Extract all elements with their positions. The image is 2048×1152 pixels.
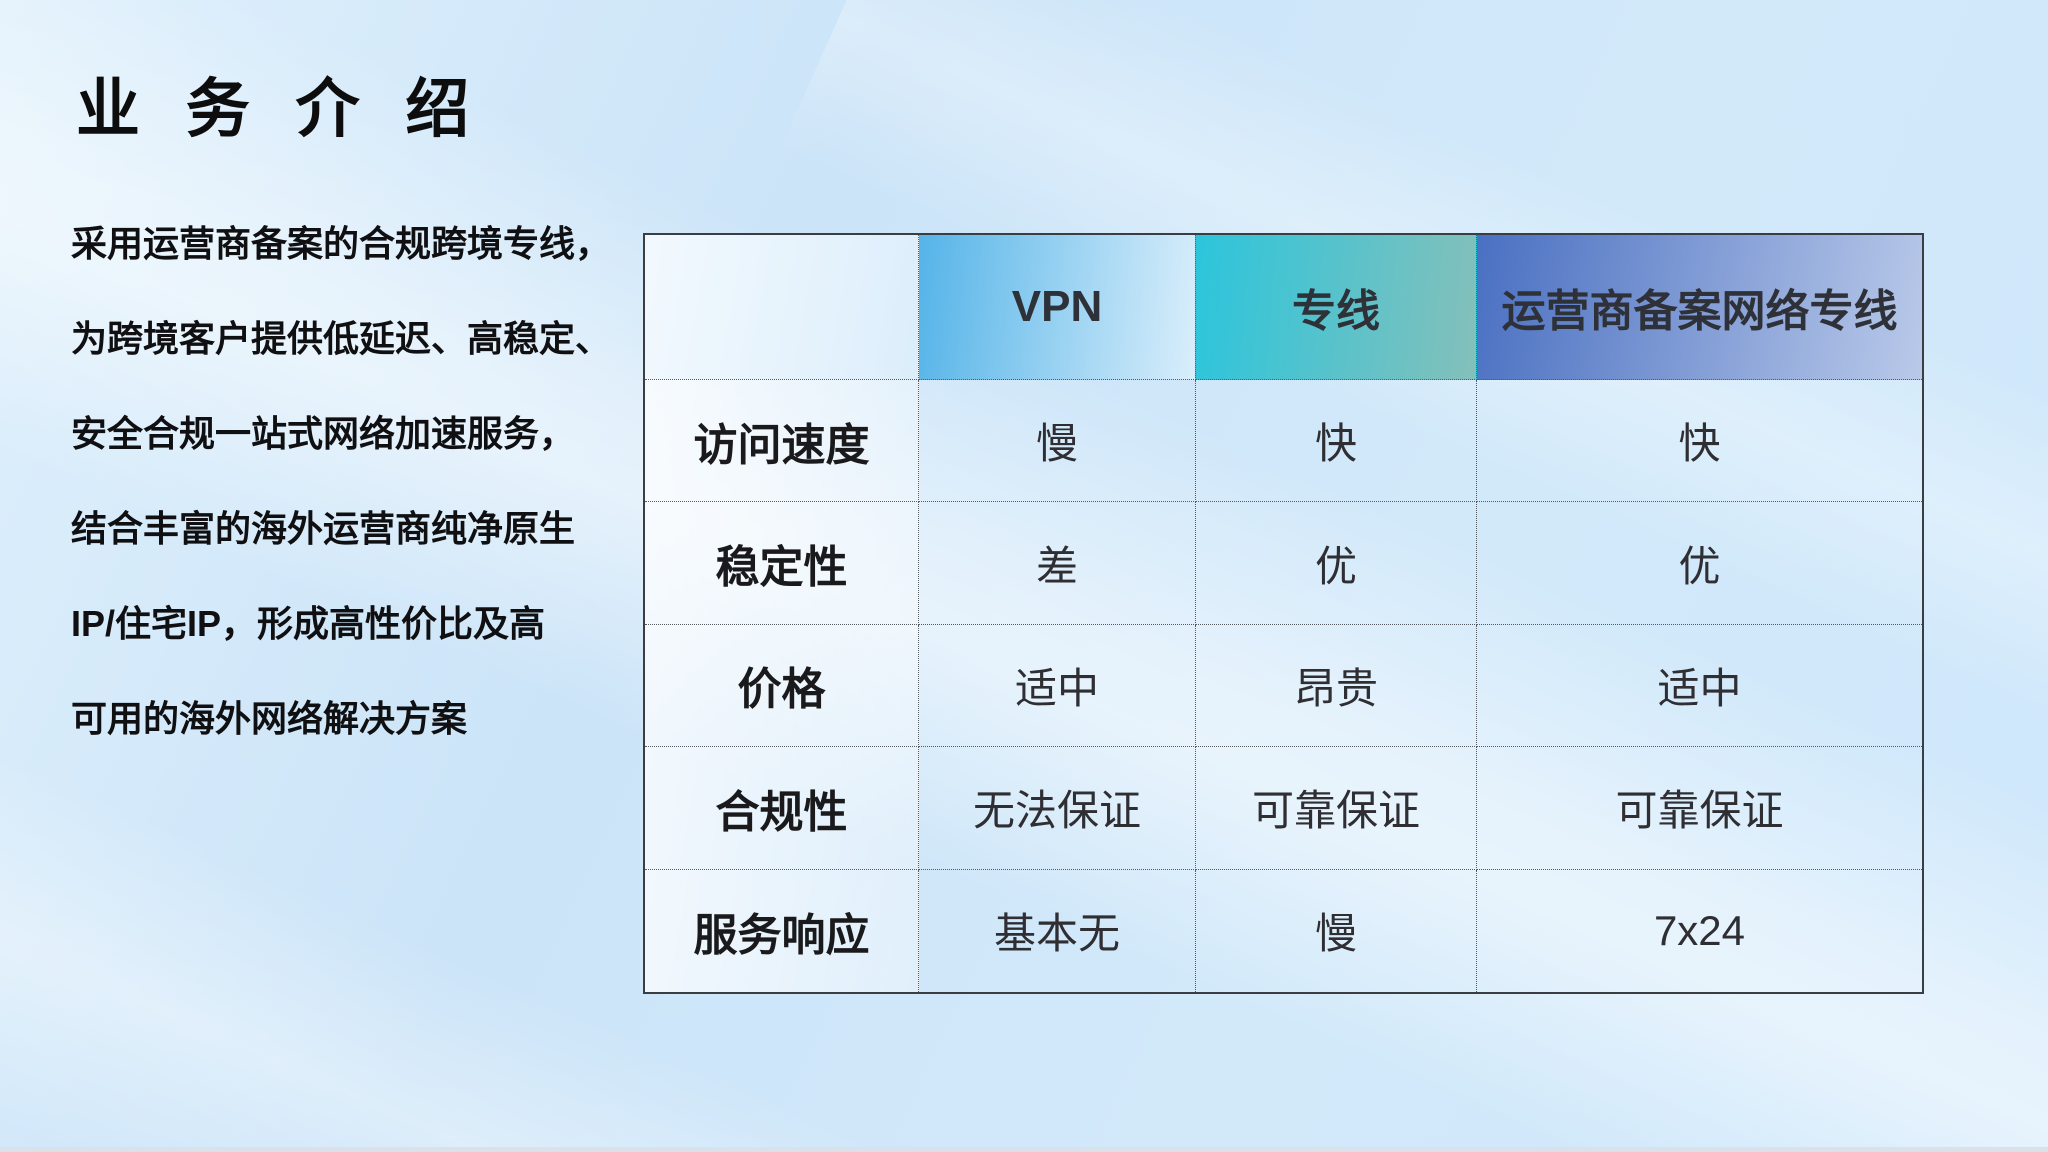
intro-line: 采用运营商备案的合规跨境专线， <box>71 223 612 264</box>
column-header-carrier-registered-line: 运营商备案网络专线 <box>1477 235 1922 380</box>
cell-value: 可靠保证 <box>1477 747 1922 870</box>
cell-value: 差 <box>919 502 1196 625</box>
intro-line: IP/住宅IP，形成高性价比及高 <box>71 603 546 644</box>
intro-line: 安全合规一站式网络加速服务， <box>71 413 576 454</box>
cell-value: 可靠保证 <box>1196 747 1477 870</box>
intro-paragraph: 采用运营商备案的合规跨境专线， 为跨境客户提供低延迟、高稳定、 安全合规一站式网… <box>71 196 691 766</box>
row-label: 稳定性 <box>645 502 919 625</box>
cell-value: 无法保证 <box>919 747 1196 870</box>
cell-value: 适中 <box>919 624 1196 748</box>
row-label: 价格 <box>645 624 919 748</box>
cell-value: 昂贵 <box>1196 624 1477 748</box>
cell-value: 优 <box>1477 502 1922 625</box>
row-label: 服务响应 <box>645 869 919 992</box>
cell-value: 快 <box>1196 380 1477 503</box>
cell-value: 7x24 <box>1653 906 1746 954</box>
cell-value: 慢 <box>919 380 1196 503</box>
column-header-empty <box>645 235 919 380</box>
cell-value: 基本无 <box>919 869 1196 992</box>
slide-bottom-edge <box>0 1147 2048 1152</box>
page-title: 业 务 介 绍 <box>76 73 484 145</box>
row-label: 合规性 <box>645 747 919 870</box>
intro-line: 可用的海外网络解决方案 <box>71 698 468 739</box>
column-header-vpn: VPN <box>919 235 1196 380</box>
cell-value: 优 <box>1196 502 1477 625</box>
cell-value: 慢 <box>1196 869 1477 992</box>
cell-value: 适中 <box>1477 625 1922 748</box>
row-label: 访问速度 <box>645 380 919 503</box>
column-header-dedicated-line: 专线 <box>1196 235 1477 380</box>
intro-line: 为跨境客户提供低延迟、高稳定、 <box>71 318 612 359</box>
intro-line: 结合丰富的海外运营商纯净原生 <box>71 508 576 549</box>
comparison-table: VPN 专线 运营商备案网络专线 访问速度 慢 快 快 稳定性 差 优 优 价格… <box>643 233 1924 994</box>
cell-value: 快 <box>1477 380 1922 503</box>
